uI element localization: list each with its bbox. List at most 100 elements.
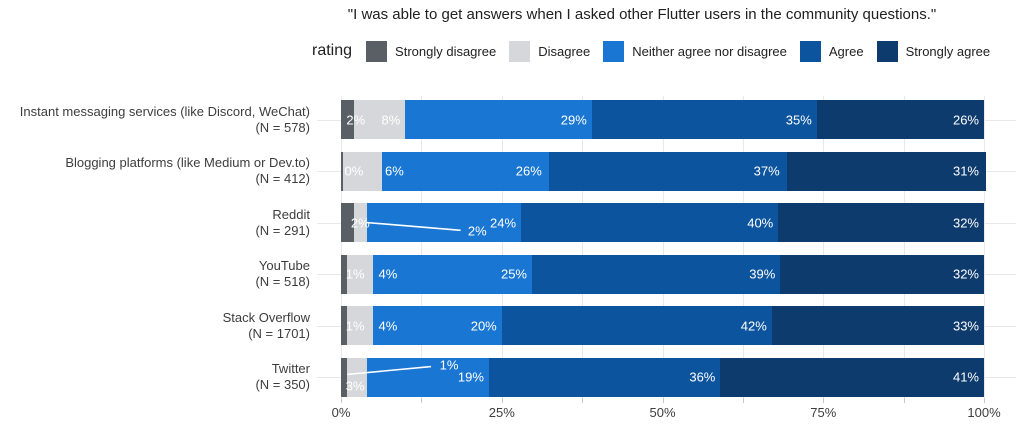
bar-value-label: 25% bbox=[500, 266, 527, 282]
bar-value-label: 39% bbox=[749, 266, 776, 282]
legend-item-strongly-disagree: Strongly disagree bbox=[366, 40, 497, 62]
legend-item-label: Strongly agree bbox=[905, 43, 991, 59]
category-label-instant-messaging-services-like-discord-wechat-: Instant messaging services (like Discord… bbox=[20, 104, 310, 136]
bar-segment-neither-agree-nor-disagree bbox=[372, 254, 532, 294]
legend-item-agree: Agree bbox=[799, 40, 864, 62]
gridline-vertical bbox=[421, 96, 423, 398]
category-name: YouTube bbox=[258, 258, 310, 273]
bar-value-label: 4% bbox=[378, 318, 398, 333]
gridline-vertical bbox=[662, 96, 664, 398]
bar-segments bbox=[341, 306, 984, 345]
bar-value-label: 41% bbox=[952, 369, 979, 385]
bar-value-label: 32% bbox=[952, 266, 979, 282]
x-axis-tick bbox=[984, 398, 985, 403]
gridline-vertical bbox=[742, 96, 744, 398]
x-axis-tick bbox=[742, 398, 744, 403]
legend-swatch-disagree bbox=[509, 40, 531, 62]
bar-value-label: 32% bbox=[952, 215, 979, 230]
x-axis-tick bbox=[341, 398, 342, 403]
bar-row-stack-overflow: 1% 4% 20% 42% 33% bbox=[341, 306, 984, 345]
legend-item-label: Neither agree nor disagree bbox=[632, 43, 787, 59]
x-axis-tick bbox=[582, 398, 584, 403]
gridline-vertical bbox=[903, 96, 905, 398]
legend-item-strongly-agree: Strongly agree bbox=[876, 40, 991, 62]
legend-swatch-strongly-disagree bbox=[366, 40, 388, 62]
bar-value-label: 24% bbox=[490, 215, 517, 230]
legend-item-label: Disagree bbox=[538, 43, 591, 59]
category-sample-size: (N = 518) bbox=[255, 274, 310, 289]
bar-value-label: 37% bbox=[753, 163, 780, 179]
category-label-stack-overflow: Stack Overflow (N = 1701) bbox=[223, 310, 310, 342]
bar-segment-disagree bbox=[343, 151, 382, 191]
bar-value-label: 35% bbox=[785, 112, 812, 127]
bar-segment-disagree bbox=[347, 254, 373, 294]
category-name: Blogging platforms (like Medium or Dev.t… bbox=[65, 155, 310, 170]
bar-row-youtube: 1% 4% 25% 39% 32% bbox=[341, 254, 984, 294]
bar-segments bbox=[341, 357, 984, 397]
bar-segment-neither-agree-nor-disagree bbox=[373, 306, 502, 345]
bar-value-label: 4% bbox=[378, 266, 398, 282]
bar-segment-agree bbox=[548, 151, 787, 191]
bar-segments bbox=[341, 100, 984, 139]
x-axis-tick-label: 25% bbox=[488, 405, 515, 420]
bar-segment-neither-agree-nor-disagree bbox=[405, 100, 592, 139]
x-axis-tick-label: 0% bbox=[331, 405, 351, 420]
bar-value-label: 3% bbox=[345, 378, 365, 394]
bar-segments bbox=[341, 151, 986, 191]
bar-segment-neither-agree-nor-disagree bbox=[366, 357, 489, 397]
legend: rating Strongly disagree Disagree Neither … bbox=[312, 39, 1003, 63]
bar-value-label: 0% bbox=[344, 163, 364, 179]
category-label-twitter: Twitter (N = 350) bbox=[255, 361, 310, 393]
bar-segment-strongly-agree bbox=[786, 151, 986, 191]
bar-row-twitter: 1% 3% 19% 36% 41% bbox=[341, 357, 984, 397]
bar-segment-agree bbox=[521, 203, 779, 242]
bar-value-label: 2% bbox=[350, 215, 370, 230]
bar-segment-strongly-disagree bbox=[341, 151, 343, 191]
bar-segment-strongly-agree bbox=[771, 306, 984, 345]
bar-value-label: 1% bbox=[345, 266, 365, 282]
bar-value-label: 20% bbox=[470, 318, 497, 333]
legend-swatch-strongly-agree bbox=[876, 40, 898, 62]
bar-value-label: 36% bbox=[689, 369, 716, 385]
legend-item-label: Strongly disagree bbox=[395, 43, 497, 59]
bar-segment-agree bbox=[531, 254, 781, 294]
bar-segment-disagree bbox=[347, 306, 374, 345]
x-axis-tick-label: 75% bbox=[810, 405, 837, 420]
bar-segment-agree bbox=[488, 357, 721, 397]
category-sample-size: (N = 350) bbox=[255, 377, 310, 392]
category-sample-size: (N = 412) bbox=[255, 171, 310, 186]
category-sample-size: (N = 291) bbox=[255, 222, 310, 238]
legend-item-label: Agree bbox=[828, 43, 864, 59]
gridline-vertical bbox=[582, 96, 584, 398]
category-label-youtube: YouTube (N = 518) bbox=[255, 258, 310, 290]
bar-value-label: 1% bbox=[345, 318, 365, 333]
plot-panel: 2% 8% 29% 35% 26% 0% 6% 26% 37% 31% 2% 2% 24% 40% 32% 1… bbox=[317, 96, 1016, 398]
bar-segment-strongly-agree bbox=[778, 203, 984, 242]
gridline-vertical bbox=[823, 96, 825, 398]
category-name: Stack Overflow bbox=[222, 309, 310, 325]
bar-segment-strongly-agree bbox=[720, 357, 984, 397]
bar-row-blogging-platforms-like-medium-or-dev-to-: 0% 6% 26% 37% 31% bbox=[341, 151, 986, 191]
bar-segments bbox=[341, 203, 984, 242]
bar-value-label: 31% bbox=[952, 163, 979, 179]
x-axis-tick-label: 100% bbox=[967, 405, 1001, 420]
bar-value-label: 26% bbox=[515, 163, 542, 179]
bar-value-label: 33% bbox=[952, 318, 979, 333]
category-sample-size: (N = 578) bbox=[255, 119, 310, 135]
bar-segment-strongly-agree bbox=[816, 100, 984, 139]
chart-title: "I was able to get answers when I asked … bbox=[347, 6, 937, 23]
category-label-blogging-platforms-like-medium-or-dev-to-: Blogging platforms (like Medium or Dev.t… bbox=[65, 155, 310, 187]
x-axis-tick bbox=[823, 398, 825, 403]
bar-value-label: 1% bbox=[439, 357, 459, 373]
bar-row-instant-messaging-services-like-discord-wechat-: 2% 8% 29% 35% 26% bbox=[341, 100, 984, 139]
bar-segment-strongly-agree bbox=[780, 254, 984, 294]
category-name: Reddit bbox=[272, 206, 310, 222]
category-name: Instant messaging services (like Discord… bbox=[19, 103, 310, 119]
bar-segment-strongly-disagree bbox=[341, 254, 348, 294]
bar-value-label: 6% bbox=[384, 163, 404, 179]
bar-value-label: 8% bbox=[381, 112, 401, 127]
x-axis-tick bbox=[421, 398, 423, 403]
bar-value-label: 19% bbox=[457, 369, 484, 385]
bar-segment-strongly-disagree bbox=[341, 357, 348, 397]
